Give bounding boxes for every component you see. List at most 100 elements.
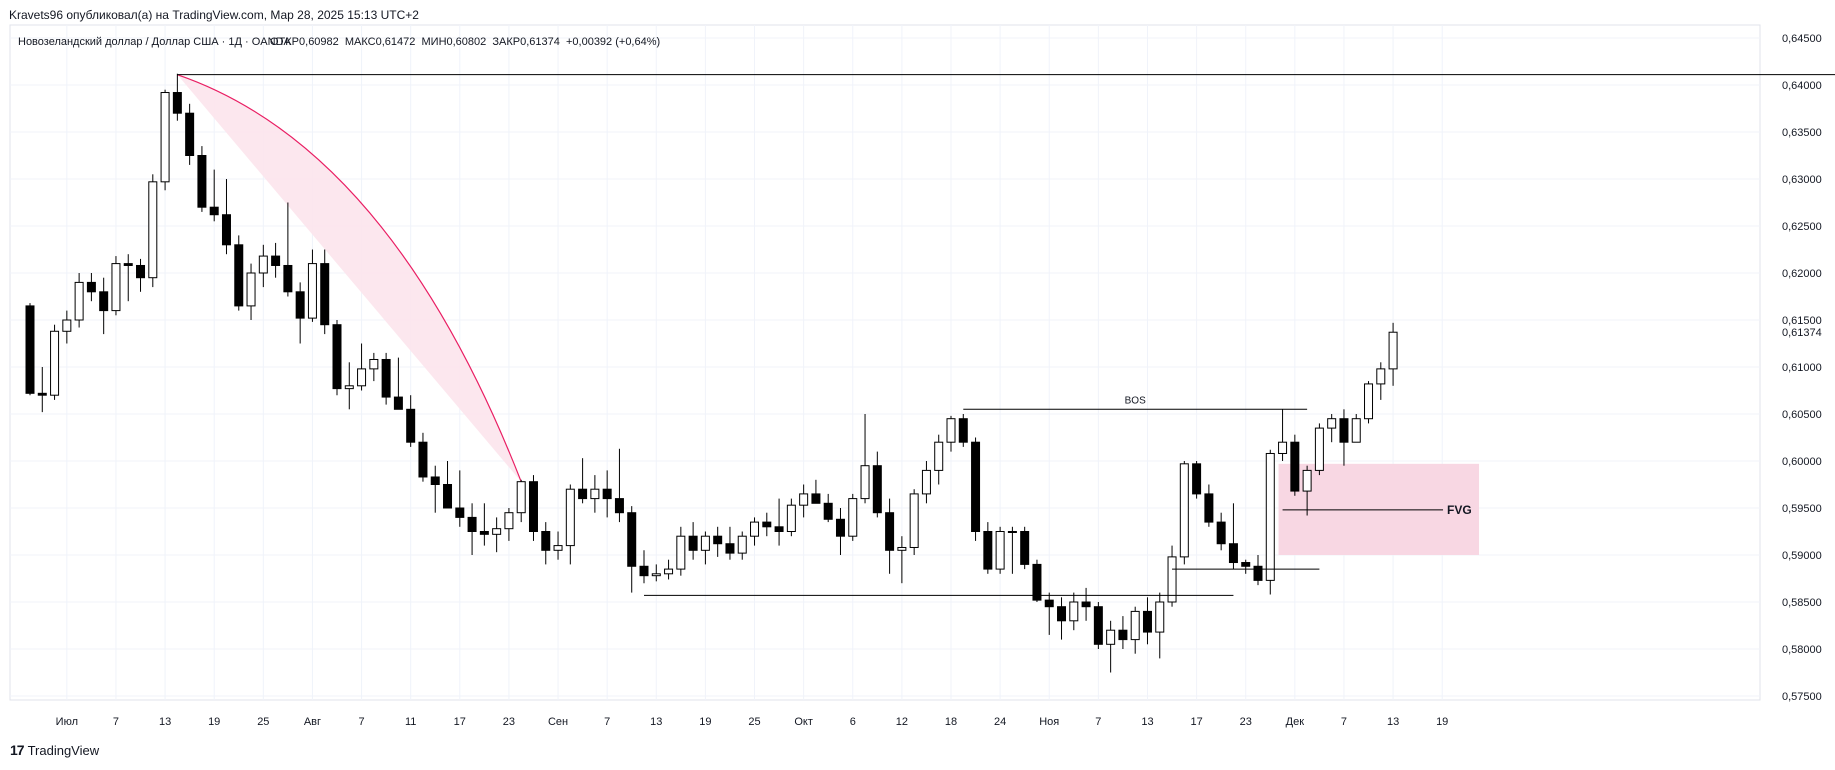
candle-body	[1020, 531, 1030, 565]
candle-body	[357, 368, 367, 387]
x-tick-label: 19	[208, 716, 220, 728]
candle-body	[762, 521, 772, 528]
candle	[1388, 322, 1398, 386]
candle-body	[1314, 427, 1324, 471]
candle-body	[872, 465, 882, 514]
candle	[1339, 409, 1349, 466]
candle-body	[148, 181, 158, 279]
candle-body	[835, 518, 845, 537]
candle	[688, 522, 698, 560]
x-tick-label: Июл	[56, 716, 78, 728]
candle-body	[1179, 463, 1189, 558]
candle	[492, 517, 502, 553]
candle	[136, 258, 146, 292]
candle-body	[172, 92, 182, 114]
candle-body	[664, 568, 674, 575]
candle	[1167, 545, 1177, 607]
candle-body	[1155, 601, 1165, 633]
candle	[369, 352, 379, 382]
y-tick-label: 0,62500	[1782, 221, 1822, 233]
candle	[185, 103, 195, 165]
candle-body	[971, 441, 981, 533]
y-tick-label: 0,60000	[1782, 456, 1822, 468]
x-tick-label: 7	[358, 716, 364, 728]
candle-body	[99, 291, 109, 312]
candle-body	[1278, 441, 1288, 454]
candle	[516, 479, 526, 523]
candle-body	[750, 521, 760, 537]
x-tick-label: 25	[748, 716, 760, 728]
candle	[467, 503, 477, 555]
curve-line	[177, 74, 522, 482]
candle	[307, 249, 317, 322]
candle	[872, 451, 882, 518]
candle	[885, 498, 895, 574]
candle-body	[307, 263, 317, 319]
candle	[197, 146, 207, 212]
x-tick-label: 23	[1240, 716, 1252, 728]
candle-body	[909, 493, 919, 548]
candle	[344, 362, 354, 410]
candle-body	[590, 488, 600, 500]
candle	[995, 526, 1005, 574]
candle	[1241, 559, 1251, 574]
candle	[271, 242, 281, 278]
candle	[541, 522, 551, 565]
candle-body	[406, 408, 416, 443]
candle-body	[639, 565, 649, 577]
candle	[1069, 592, 1079, 631]
x-tick-label: 11	[405, 716, 416, 728]
candle-body	[823, 502, 833, 520]
candle-body	[811, 493, 821, 504]
candle	[455, 470, 465, 527]
candle-body	[958, 418, 968, 443]
candle	[528, 475, 538, 541]
candle	[406, 395, 416, 447]
candle	[713, 526, 723, 557]
candle	[393, 357, 403, 410]
x-tick-label: 17	[1190, 716, 1202, 728]
x-tick-label: 24	[994, 716, 1006, 728]
candle	[1204, 484, 1214, 527]
candle	[86, 273, 96, 302]
x-tick-label: 25	[257, 716, 269, 728]
x-tick-label: 13	[1141, 716, 1153, 728]
candle	[1179, 461, 1189, 565]
candle	[123, 254, 133, 302]
candle-body	[897, 546, 907, 551]
candle	[651, 564, 661, 582]
tradingview-logo[interactable]: 17 TradingView	[10, 742, 99, 758]
candle-body	[885, 512, 895, 551]
candle-body	[1044, 599, 1054, 608]
candle	[148, 174, 158, 288]
y-tick-label: 0,63500	[1782, 127, 1822, 139]
candle-body	[1228, 543, 1238, 564]
x-tick-label: Сен	[548, 716, 568, 728]
candle-body	[1265, 452, 1275, 581]
candle-body	[50, 330, 60, 396]
candle	[1376, 362, 1386, 400]
candle	[774, 498, 784, 546]
candle-body	[799, 493, 809, 506]
x-tick-label: Окт	[794, 716, 813, 728]
candle	[1081, 587, 1091, 621]
candle	[639, 550, 649, 584]
candle	[1044, 592, 1054, 635]
candle-body	[1290, 441, 1300, 492]
candle-body	[516, 481, 526, 514]
candle	[1314, 423, 1324, 476]
candle	[234, 235, 244, 311]
candle	[983, 522, 993, 574]
candle-body	[111, 263, 121, 312]
candle	[762, 512, 772, 537]
candle-body	[271, 255, 281, 266]
candle-body	[1216, 521, 1226, 545]
candle	[664, 559, 674, 580]
candle	[823, 493, 833, 523]
candle	[430, 465, 440, 513]
candles-layer	[25, 73, 1398, 673]
candle-body	[332, 324, 342, 390]
candle	[1093, 602, 1103, 649]
candle	[786, 498, 796, 537]
